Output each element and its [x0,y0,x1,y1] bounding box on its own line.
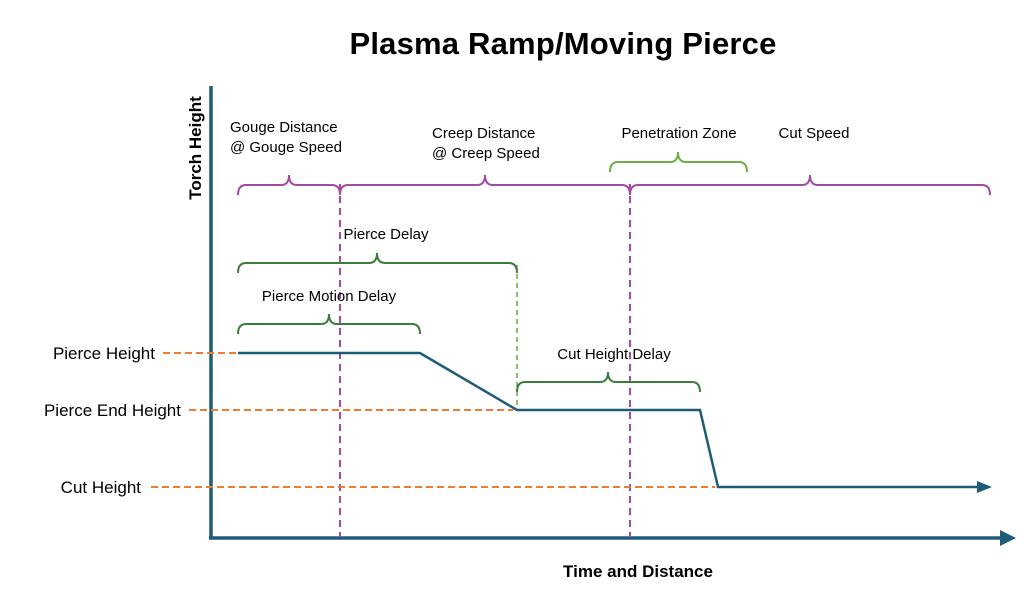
diagram-title: Plasma Ramp/Moving Pierce [349,26,777,61]
pierce-end-height-label: Pierce End Height [43,401,181,420]
gouge-zone-label-line1: Gouge Distance [230,119,338,136]
y-axis-label: Torch Height [186,96,205,200]
pierce-motion-delay-brace [237,313,421,335]
x-axis-arrowhead [1000,530,1016,546]
cut-speed-label: Cut Speed [778,125,850,142]
x-axis-label: Time and Distance [563,562,713,581]
curve-arrowhead [977,481,992,493]
cut-height-delay-brace [516,371,701,393]
pierce-height-label: Pierce Height [52,344,155,363]
pierce-delay-brace [237,252,518,274]
pierce-delay-label: Pierce Delay [343,226,429,243]
cut-speed-zone-brace [629,174,991,196]
creep-zone-label-line2: @ Creep Speed [432,145,540,162]
gouge-zone-label-line2: @ Gouge Speed [230,139,342,156]
torch-height-profile-curve [238,351,979,489]
cut-height-delay-label: Cut Height Delay [557,346,671,363]
penetration-zone-brace [609,151,748,173]
pierce-motion-delay-label: Pierce Motion Delay [261,288,397,305]
penetration-zone-label: Penetration Zone [621,125,737,142]
creep-zone-label: Creep Distance @ Creep Speed [432,124,540,164]
creep-zone-label-line1: Creep Distance [432,125,536,142]
cut-height-label: Cut Height [60,478,141,497]
gouge-zone-label: Gouge Distance @ Gouge Speed [230,118,342,158]
gouge-zone-brace [237,174,341,196]
creep-zone-brace [339,174,631,196]
